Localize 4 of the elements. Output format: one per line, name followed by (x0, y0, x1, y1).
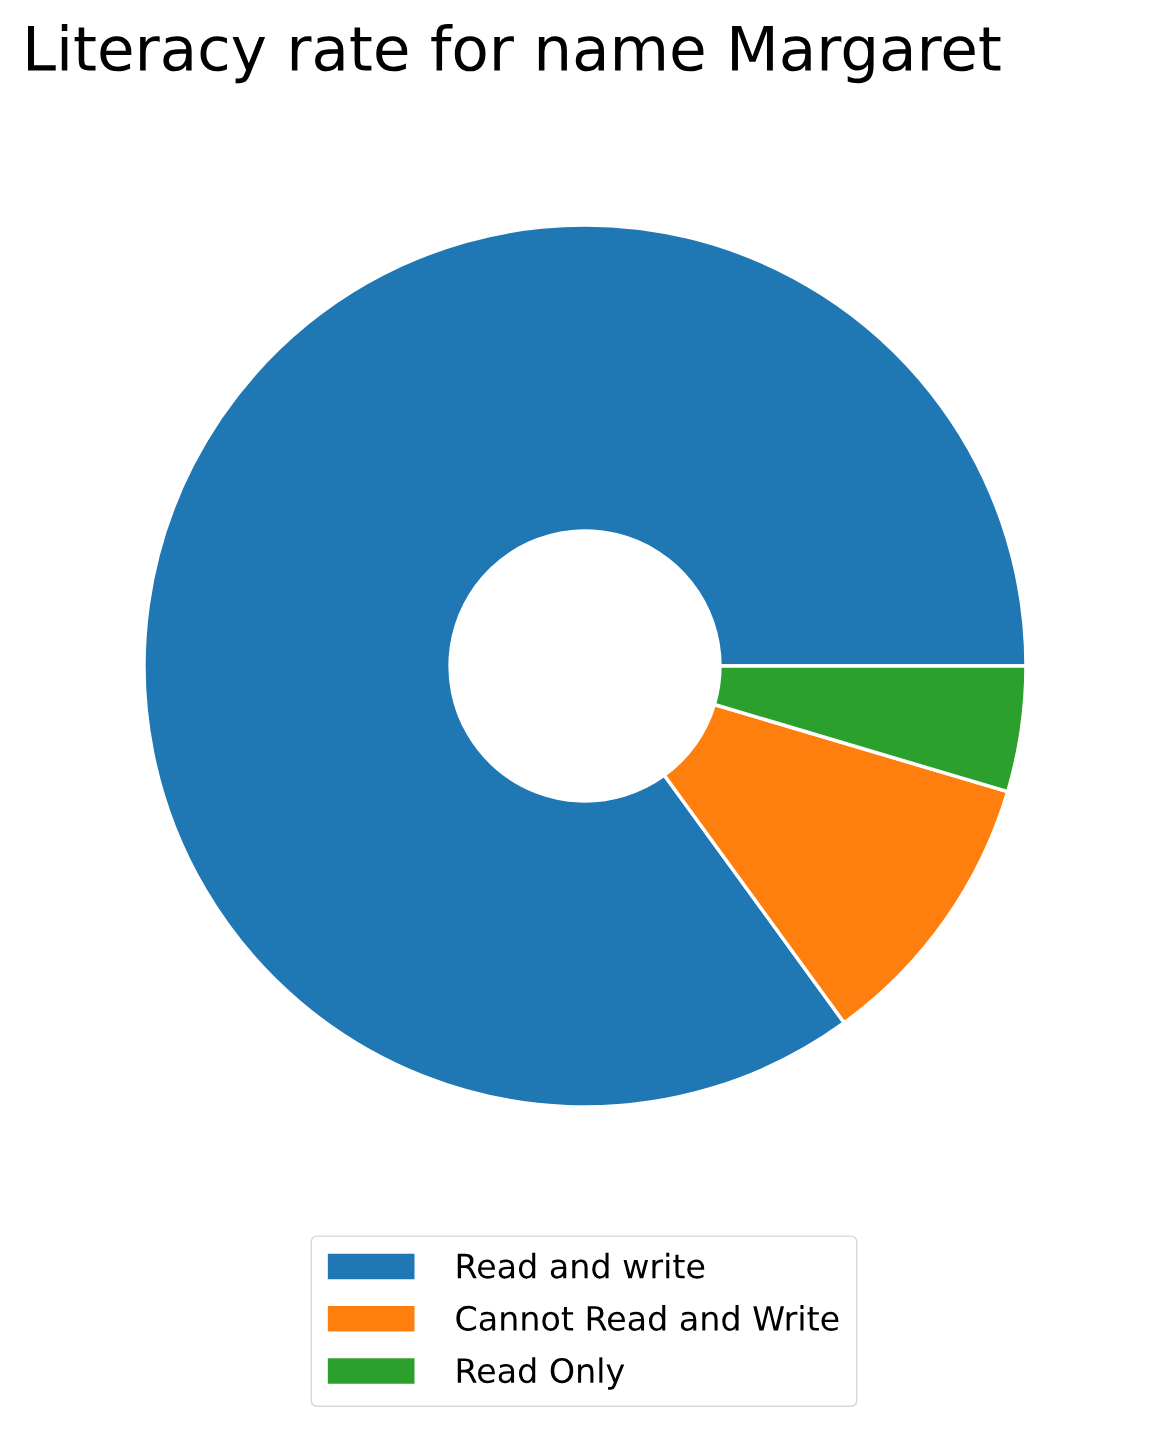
legend-label: Read and write (457, 1252, 705, 1279)
legend-label: Cannot Read and Write (456, 1305, 839, 1331)
chart-title: Literacy rate for name Margaret (28, 24, 1001, 84)
legend-label: Read Only (457, 1357, 625, 1390)
